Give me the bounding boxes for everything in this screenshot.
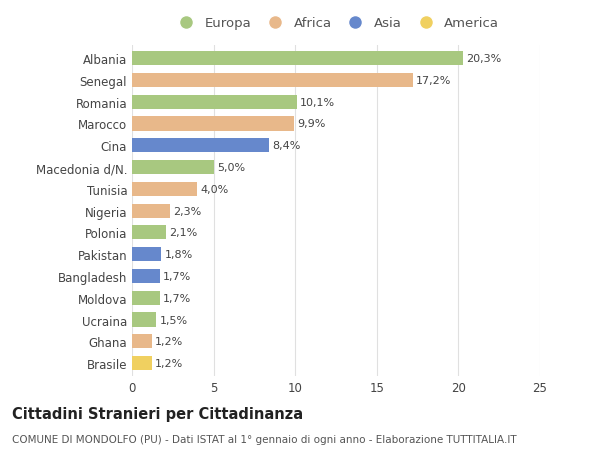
Text: 1,7%: 1,7% — [163, 293, 191, 303]
Text: 2,3%: 2,3% — [173, 206, 201, 216]
Text: 1,2%: 1,2% — [155, 336, 183, 347]
Legend: Europa, Africa, Asia, America: Europa, Africa, Asia, America — [170, 15, 502, 33]
Bar — [132, 182, 197, 196]
Text: 10,1%: 10,1% — [300, 97, 335, 107]
Text: 5,0%: 5,0% — [217, 162, 245, 173]
Bar — [132, 313, 157, 327]
Text: 9,9%: 9,9% — [297, 119, 325, 129]
Bar — [132, 117, 293, 131]
Text: 1,5%: 1,5% — [160, 315, 188, 325]
Bar — [132, 73, 413, 88]
Text: COMUNE DI MONDOLFO (PU) - Dati ISTAT al 1° gennaio di ogni anno - Elaborazione T: COMUNE DI MONDOLFO (PU) - Dati ISTAT al … — [12, 434, 517, 444]
Text: Cittadini Stranieri per Cittadinanza: Cittadini Stranieri per Cittadinanza — [12, 406, 303, 421]
Text: 1,8%: 1,8% — [164, 250, 193, 260]
Bar — [132, 269, 160, 284]
Bar — [132, 335, 152, 349]
Text: 2,1%: 2,1% — [170, 228, 198, 238]
Text: 20,3%: 20,3% — [467, 54, 502, 64]
Bar — [132, 356, 152, 370]
Text: 1,7%: 1,7% — [163, 271, 191, 281]
Text: 4,0%: 4,0% — [200, 185, 229, 195]
Bar — [132, 291, 160, 305]
Bar — [132, 161, 214, 175]
Bar — [132, 139, 269, 153]
Bar — [132, 247, 161, 262]
Text: 1,2%: 1,2% — [155, 358, 183, 368]
Bar — [132, 95, 297, 110]
Bar — [132, 52, 463, 66]
Bar — [132, 204, 170, 218]
Text: 17,2%: 17,2% — [416, 76, 451, 86]
Text: 8,4%: 8,4% — [272, 141, 301, 151]
Bar — [132, 226, 166, 240]
